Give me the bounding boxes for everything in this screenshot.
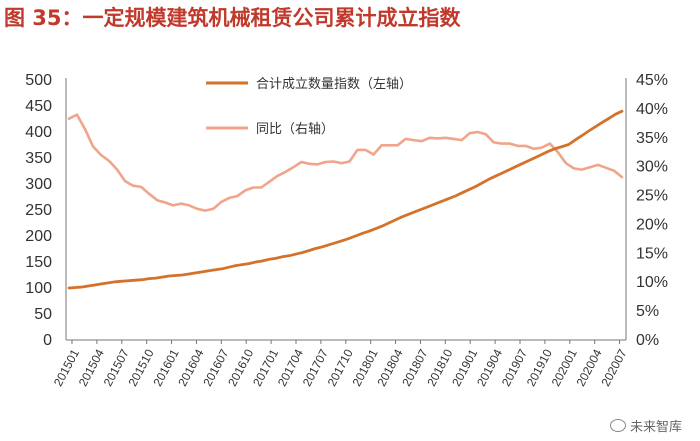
legend: 合计成立数量指数（左轴） 同比（右轴） bbox=[206, 77, 412, 137]
watermark-text: 未来智库 bbox=[629, 420, 682, 435]
right-tick-label: 35% bbox=[636, 130, 668, 147]
right-tick-label: 15% bbox=[636, 245, 668, 262]
legend-label-index: 合计成立数量指数（左轴） bbox=[256, 77, 412, 92]
series-yoy-line bbox=[67, 113, 624, 212]
left-tick-label: 50 bbox=[34, 306, 52, 323]
right-tick-label: 5% bbox=[636, 303, 659, 320]
left-y-axis: 0 50 100 150 200 250 300 350 400 450 500 bbox=[25, 72, 67, 349]
left-tick-label: 400 bbox=[25, 124, 52, 141]
wechat-icon bbox=[609, 419, 626, 432]
left-tick-label: 0 bbox=[43, 332, 52, 349]
watermark: 未来智库 bbox=[609, 416, 682, 435]
right-tick-label: 30% bbox=[636, 159, 668, 176]
right-tick-label: 10% bbox=[636, 274, 668, 291]
left-tick-label: 100 bbox=[25, 280, 52, 297]
left-tick-label: 450 bbox=[25, 98, 52, 115]
right-y-axis: 0% 5% 10% 15% 20% 25% 30% 35% 40% 45% bbox=[625, 72, 668, 349]
left-tick-label: 300 bbox=[25, 176, 52, 193]
x-axis: 2015012015042015072015102016012016042016… bbox=[51, 339, 630, 389]
series-index-line bbox=[67, 109, 624, 290]
right-tick-label: 45% bbox=[636, 72, 668, 89]
right-tick-label: 0% bbox=[636, 332, 659, 349]
left-tick-label: 250 bbox=[25, 202, 52, 219]
legend-label-yoy: 同比（右轴） bbox=[256, 122, 334, 137]
right-tick-label: 25% bbox=[636, 188, 668, 205]
left-tick-label: 350 bbox=[25, 150, 52, 167]
series-group bbox=[67, 109, 624, 290]
left-tick-label: 200 bbox=[25, 228, 52, 245]
chart-title: 图 35：一定规模建筑机械租赁公司累计成立指数 bbox=[4, 6, 461, 30]
right-tick-label: 40% bbox=[636, 101, 668, 118]
left-tick-label: 500 bbox=[25, 72, 52, 89]
left-tick-label: 150 bbox=[25, 254, 52, 271]
right-tick-label: 20% bbox=[636, 216, 668, 233]
